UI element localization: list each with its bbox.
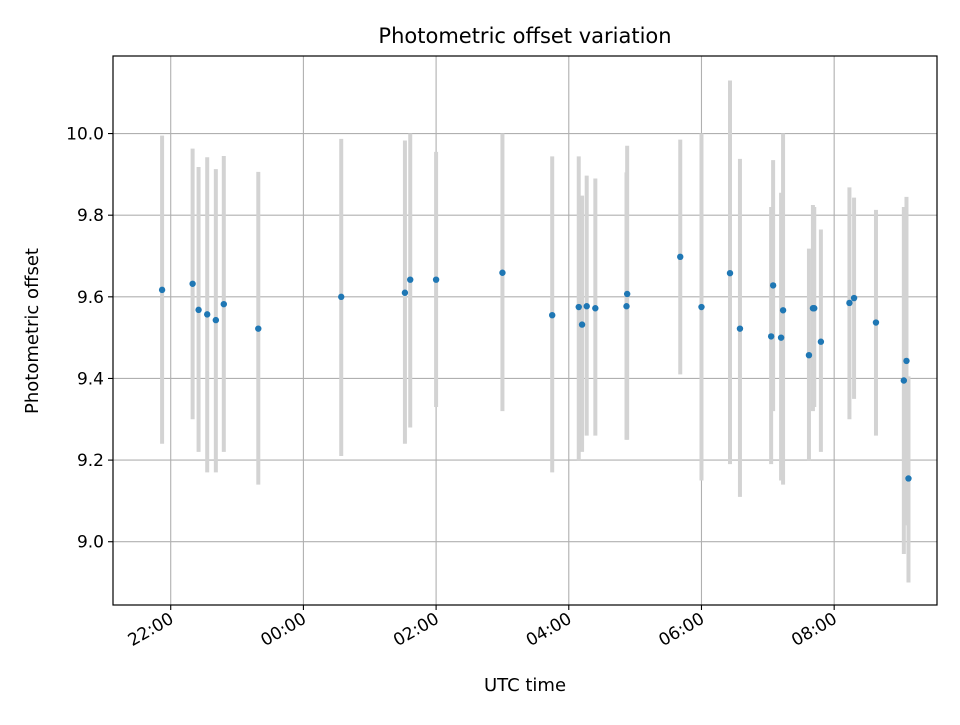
y-tick-label: 10.0: [66, 125, 104, 145]
data-point: [204, 311, 211, 318]
y-tick-label: 9.6: [77, 288, 104, 308]
data-point: [407, 276, 414, 283]
data-point: [769, 282, 777, 289]
data-point: [805, 351, 813, 359]
data-point: [872, 319, 880, 326]
data-point: [220, 300, 227, 308]
y-tick-label: 9.8: [77, 206, 104, 226]
data-point: [817, 338, 825, 345]
data-point: [726, 269, 734, 277]
data-point: [677, 253, 684, 261]
plot-frame: [112, 55, 938, 606]
data-point: [736, 325, 744, 332]
data-point: [255, 325, 262, 332]
y-axis-label: Photometric offset: [22, 248, 43, 414]
data-point: [338, 293, 345, 301]
y-tick-label: 9.2: [77, 451, 104, 471]
data-point: [592, 305, 599, 312]
y-axis-ticks: 9.0 9.2 9.4 9.6 9.8 10.0: [66, 125, 113, 553]
data-point: [850, 294, 858, 302]
data-point: [905, 475, 912, 482]
data-point: [158, 286, 166, 294]
data-point: [189, 280, 196, 287]
x-axis-label: UTC time: [484, 675, 566, 696]
data-point: [583, 303, 590, 310]
data-point: [401, 289, 409, 296]
y-tick-label: 9.4: [77, 369, 104, 389]
data-point: [846, 299, 853, 307]
data-point: [499, 269, 506, 276]
data-point: [779, 307, 787, 314]
data-point: [575, 303, 582, 311]
data-point: [432, 276, 440, 283]
data-point: [623, 290, 631, 298]
data-point: [903, 357, 910, 365]
data-point: [777, 334, 785, 341]
data-point: [900, 377, 908, 384]
data-point: [549, 311, 556, 319]
chart-title: Photometric offset variation: [378, 24, 671, 48]
data-points: [158, 253, 912, 482]
data-point: [212, 316, 220, 324]
data-point: [698, 303, 705, 311]
data-point: [767, 333, 775, 340]
data-point: [623, 303, 630, 310]
data-point: [811, 305, 818, 312]
data-point: [578, 321, 586, 328]
y-tick-label: 9.0: [77, 533, 104, 553]
data-point: [195, 306, 202, 314]
